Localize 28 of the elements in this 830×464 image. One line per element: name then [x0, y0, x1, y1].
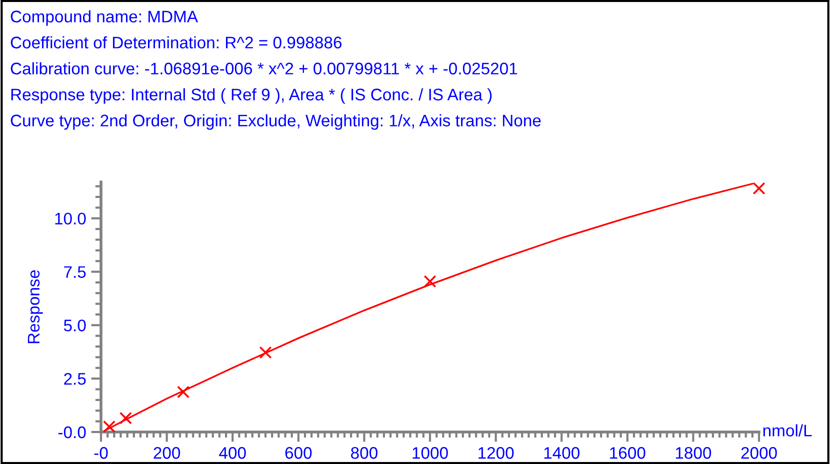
- point: [259, 346, 272, 359]
- x-tick-label: 600: [285, 447, 312, 459]
- text: Curve type: 2nd Order, Origin: Exclude, Weighting: 1/x, Axis trans: None: [10, 114, 541, 130]
- point: [119, 412, 132, 424]
- point: [752, 182, 766, 195]
- text: Response type: Internal Std ( Ref 9 ), Area * ( IS Conc. / IS Area ): [11, 88, 492, 104]
- x-tick-label: -0: [94, 447, 108, 459]
- x-tick-label: 1000: [412, 447, 448, 459]
- x-tick-label: 1600: [610, 447, 646, 459]
- x-tick-label: 2000: [741, 447, 777, 459]
- point: [424, 275, 436, 288]
- y-axis-title: Response: [28, 270, 43, 344]
- chart-title: Compound name: MDMA: [10, 10, 198, 26]
- y-tick-label: 2.5: [64, 372, 86, 385]
- text: Coefficient of Determination: R^2 = 0.998886: [10, 36, 342, 48]
- x-tick-label: 1800: [676, 447, 712, 459]
- x-axis-title: nmol/L: [763, 424, 812, 436]
- y-tick-label: 5.0: [64, 320, 86, 332]
- x-tick-label: 400: [219, 447, 246, 459]
- x-tick-label: 1400: [544, 447, 580, 459]
- x-tick-label: 1200: [478, 447, 514, 459]
- x-tick-label: 800: [351, 447, 378, 459]
- y-tick-label: 10.0: [55, 212, 86, 225]
- y-tick-label: -0.0: [58, 426, 86, 438]
- x-tick-label: 200: [154, 447, 180, 459]
- text: Calibration curve: -1.06891e-006 * x^2 + 0.00799811 * x + -0.025201: [10, 62, 518, 74]
- y-tick-label: 7.5: [64, 266, 86, 278]
- point: [176, 386, 190, 398]
